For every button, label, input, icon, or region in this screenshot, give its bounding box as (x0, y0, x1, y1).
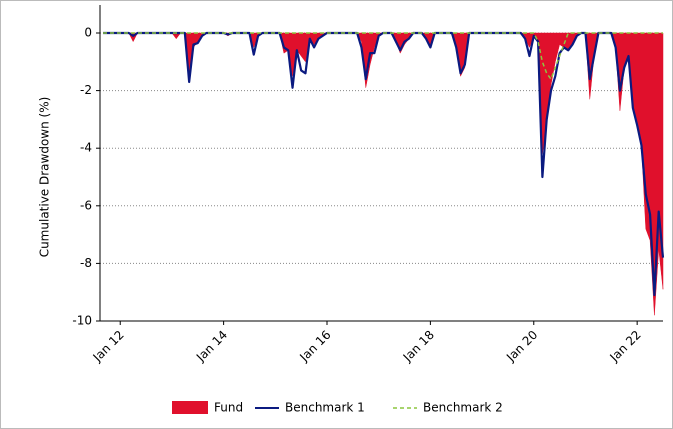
y-tick-label: 0 (84, 26, 92, 40)
legend-swatch (172, 401, 208, 414)
y-tick-label: -6 (80, 198, 92, 212)
y-tick-label: -4 (80, 141, 92, 155)
benchmark-line (103, 32, 663, 80)
benchmark-line (103, 31, 665, 297)
legend-label: Benchmark 2 (423, 401, 503, 415)
legend-label: Fund (214, 401, 243, 415)
y-axis-title: Cumulative Drawdown (%) (38, 97, 52, 258)
y-tick-label: -8 (80, 256, 92, 270)
y-tick-label: -2 (80, 83, 92, 97)
y-tick-label: -10 (72, 314, 92, 328)
legend-label: Benchmark 1 (285, 401, 365, 415)
